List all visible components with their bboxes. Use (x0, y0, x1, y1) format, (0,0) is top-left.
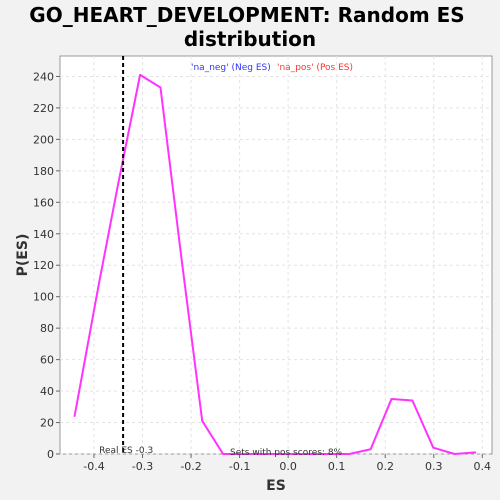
x-tick-label: -0.3 (132, 460, 153, 473)
es-data-point (474, 451, 477, 454)
x-axis-title: ES (266, 478, 286, 494)
x-tick-label: -0.1 (229, 460, 250, 473)
legend-entry-pos: 'na_pos' (Pos ES) (277, 63, 353, 73)
pos-scores-annotation: Sets with pos scores: 8% (230, 448, 343, 458)
y-tick-label: 80 (40, 322, 54, 335)
x-tick-label: 0.2 (376, 460, 394, 473)
es-data-point (180, 256, 183, 259)
es-data-point (243, 453, 246, 455)
chart-title-line-2: distribution (184, 27, 316, 51)
x-tick-label: 0.3 (425, 460, 443, 473)
es-data-point (411, 399, 414, 402)
es-data-point (201, 420, 204, 422)
es-data-point (390, 398, 393, 400)
es-data-point (117, 182, 120, 185)
x-tick-label: -0.4 (83, 460, 104, 473)
y-tick-label: 100 (33, 291, 54, 304)
real-es-layer: Real ES -0.3 (99, 56, 153, 456)
x-axis-ticks: -0.4 -0.3 -0.2 -0.1 0.0 0.1 0.2 0.3 0.4 (83, 454, 491, 473)
es-data-point (264, 453, 267, 455)
x-tick-label: 0.1 (328, 460, 346, 473)
chart-title-line-1: GO_HEART_DEVELOPMENT: Random ES (29, 3, 464, 27)
es-data-point (159, 86, 162, 89)
y-tick-label: 220 (33, 102, 54, 115)
y-tick-label: 40 (40, 385, 54, 398)
y-axis-title: P(ES) (15, 234, 31, 277)
y-tick-label: 0 (47, 448, 54, 461)
y-tick-label: 120 (33, 259, 54, 272)
es-data-point (369, 448, 372, 451)
legend-entry-neg: 'na_neg' (Neg ES) (191, 63, 271, 73)
y-tick-label: 180 (33, 165, 54, 178)
es-data-point (327, 453, 330, 455)
es-data-point (98, 283, 100, 285)
y-tick-label: 20 (40, 417, 54, 430)
es-data-point (306, 453, 308, 455)
es-data-point (73, 415, 76, 418)
real-es-label: Real ES -0.3 (99, 446, 153, 456)
plot-area (59, 55, 493, 455)
es-data-point (432, 446, 435, 449)
y-tick-label: 160 (33, 196, 54, 209)
es-distribution-line (73, 73, 476, 455)
es-data-point (453, 453, 456, 455)
x-tick-label: 0.4 (474, 460, 492, 473)
series-layer (73, 73, 477, 455)
es-data-point (285, 453, 287, 455)
y-tick-label: 200 (33, 133, 54, 146)
x-tick-label: -0.2 (180, 460, 201, 473)
y-tick-label: 60 (40, 354, 54, 367)
y-axis-ticks: 0 20 40 60 80 100 120 140 160 180 200 220 240 (33, 70, 60, 461)
es-data-point (139, 74, 141, 76)
es-data-point (222, 453, 224, 455)
y-tick-label: 240 (33, 70, 54, 83)
y-tick-label: 140 (33, 228, 54, 241)
x-tick-label: 0.0 (279, 460, 297, 473)
es-data-point (348, 453, 351, 455)
